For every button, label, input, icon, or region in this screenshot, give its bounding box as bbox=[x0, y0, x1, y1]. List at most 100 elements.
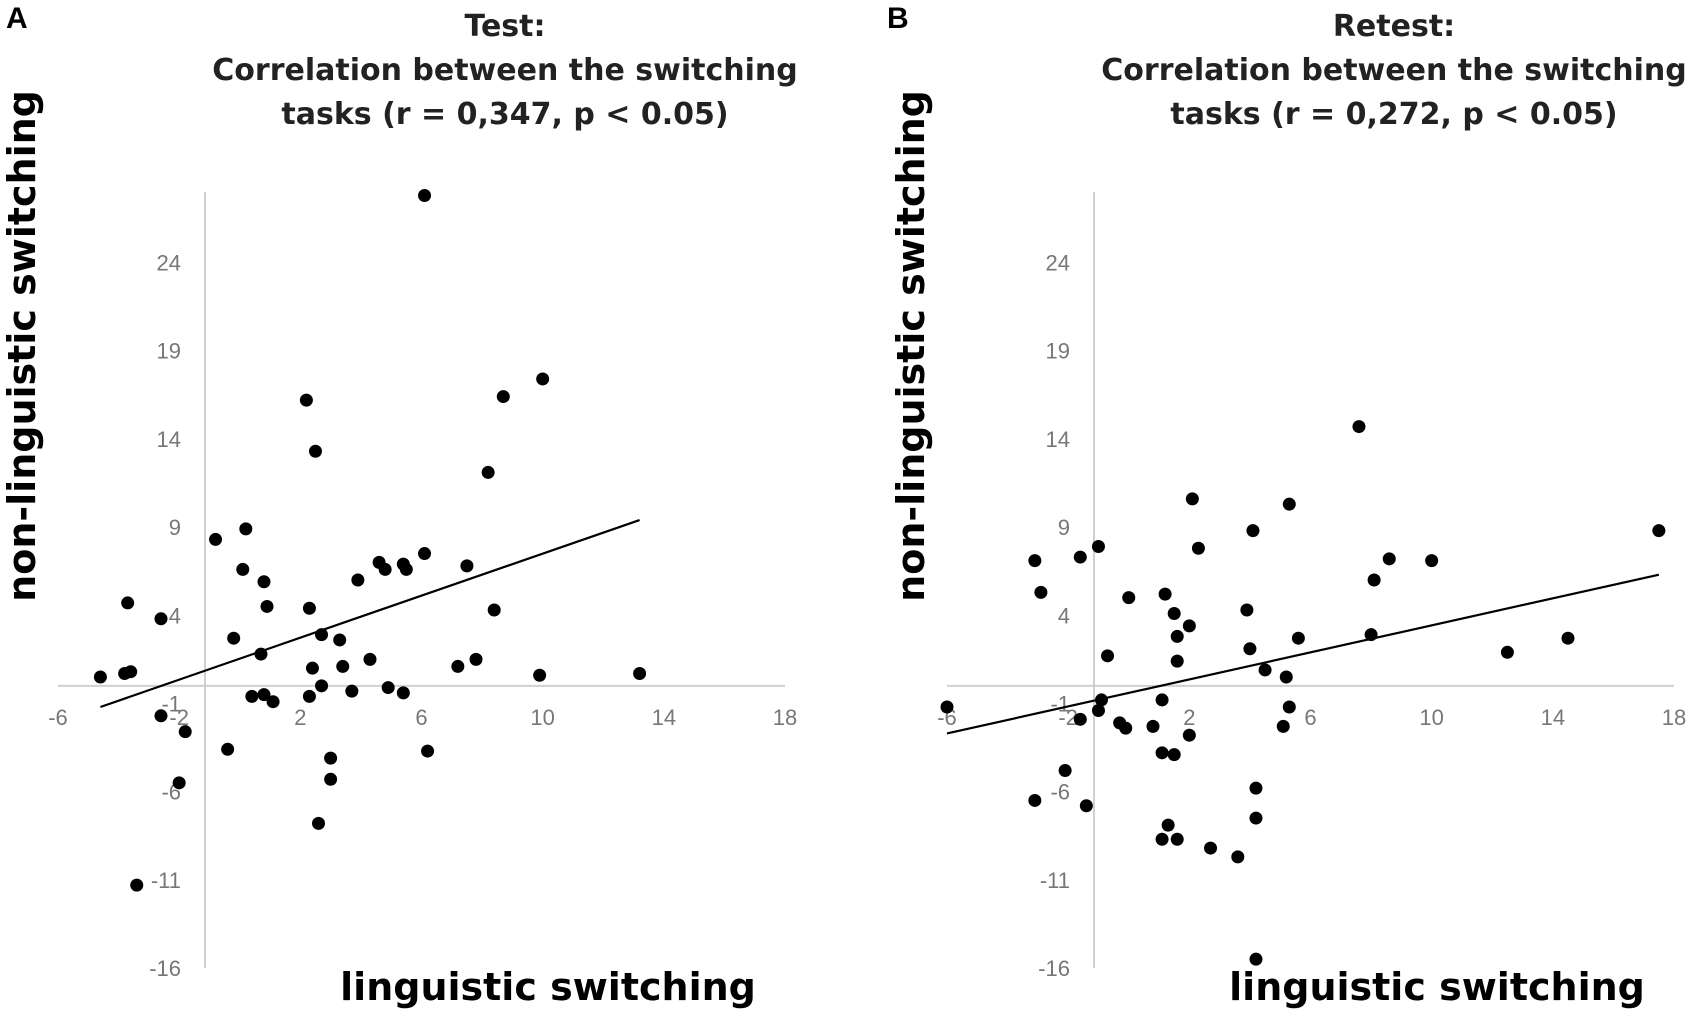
data-point bbox=[469, 652, 483, 666]
data-point bbox=[1073, 550, 1087, 564]
y-tick-label: 24 bbox=[157, 251, 181, 276]
data-point bbox=[324, 751, 338, 765]
data-point bbox=[336, 659, 350, 673]
data-point bbox=[396, 686, 410, 700]
data-point bbox=[1167, 748, 1181, 762]
data-point bbox=[312, 816, 326, 830]
data-point bbox=[1170, 832, 1184, 846]
data-point bbox=[221, 742, 235, 756]
x-tick-label: 10 bbox=[1419, 705, 1443, 730]
data-point bbox=[399, 562, 413, 576]
panel-letter: B bbox=[887, 2, 909, 35]
x-tick-label: 14 bbox=[1541, 705, 1565, 730]
chart-title-line-1: Test: bbox=[464, 9, 545, 44]
data-point bbox=[1079, 799, 1093, 813]
y-tick-label: -1 bbox=[161, 691, 181, 716]
y-axis-label: non-linguistic switching bbox=[0, 90, 44, 602]
data-point bbox=[1094, 693, 1108, 707]
chart-title-line-1: Retest: bbox=[1333, 9, 1455, 44]
y-tick-label: -1 bbox=[1050, 691, 1070, 716]
data-point bbox=[315, 679, 329, 693]
x-axis-label: linguistic switching bbox=[1229, 965, 1645, 1009]
data-point bbox=[418, 189, 432, 203]
chart-title-line-2: Correlation between the switching bbox=[1101, 53, 1686, 88]
data-point bbox=[451, 659, 465, 673]
data-point bbox=[130, 878, 144, 892]
data-point bbox=[1382, 552, 1396, 566]
data-point bbox=[1279, 670, 1293, 684]
x-tick-label: 14 bbox=[652, 705, 676, 730]
x-tick-label: 6 bbox=[415, 705, 427, 730]
data-point bbox=[1091, 539, 1105, 553]
data-point bbox=[308, 444, 322, 458]
data-point bbox=[381, 681, 395, 695]
y-tick-label: -11 bbox=[1040, 868, 1070, 893]
data-point bbox=[1240, 603, 1254, 617]
y-axis-label: non-linguistic switching bbox=[889, 90, 933, 602]
data-point bbox=[1276, 719, 1290, 733]
data-point bbox=[1258, 663, 1272, 677]
y-tick-label: -11 bbox=[151, 868, 181, 893]
data-point bbox=[1182, 619, 1196, 633]
panel-b: B Retest: Correlation between the switch… bbox=[887, 2, 1687, 1009]
y-tick-label: -16 bbox=[149, 956, 181, 981]
y-tick-label: 9 bbox=[169, 515, 181, 540]
data-point bbox=[1161, 818, 1175, 832]
data-point bbox=[1249, 781, 1263, 795]
data-point bbox=[1122, 591, 1136, 605]
chart-title-line-3: tasks (r = 0,272, p < 0.05) bbox=[1170, 97, 1617, 132]
data-point bbox=[1146, 719, 1160, 733]
y-tick-label: 14 bbox=[157, 427, 181, 452]
data-point bbox=[1170, 629, 1184, 643]
data-point bbox=[333, 633, 347, 647]
data-point bbox=[178, 725, 192, 739]
data-point bbox=[351, 573, 365, 587]
x-tick-label: 18 bbox=[1662, 705, 1686, 730]
data-point bbox=[324, 772, 338, 786]
data-point bbox=[239, 522, 253, 536]
data-point bbox=[257, 575, 271, 589]
data-point bbox=[260, 599, 274, 613]
data-point bbox=[1352, 420, 1366, 434]
data-point bbox=[154, 612, 168, 626]
data-point bbox=[633, 666, 647, 680]
y-tick-label: 19 bbox=[1046, 339, 1070, 364]
data-point bbox=[1204, 841, 1218, 855]
data-point bbox=[236, 562, 250, 576]
data-point bbox=[363, 652, 377, 666]
y-tick-label: 19 bbox=[157, 339, 181, 364]
data-point bbox=[487, 603, 501, 617]
trend-line bbox=[100, 518, 640, 709]
y-tick-label: 24 bbox=[1046, 251, 1070, 276]
x-tick-label: -2 bbox=[1058, 705, 1078, 730]
y-tick-label: 9 bbox=[1058, 515, 1070, 540]
data-point bbox=[1191, 541, 1205, 555]
y-tick-label: 14 bbox=[1046, 427, 1070, 452]
x-tick-label: -6 bbox=[48, 705, 68, 730]
data-point bbox=[299, 393, 313, 407]
data-point bbox=[1155, 693, 1169, 707]
data-point bbox=[1073, 712, 1087, 726]
data-point bbox=[378, 562, 392, 576]
data-point bbox=[1367, 573, 1381, 587]
data-point bbox=[1364, 628, 1378, 642]
panel-a: A Test: Correlation between the switchin… bbox=[0, 2, 798, 1009]
data-point bbox=[1028, 793, 1042, 807]
data-point bbox=[315, 628, 329, 642]
chart-title-line-2: Correlation between the switching bbox=[212, 53, 797, 88]
data-point bbox=[1101, 649, 1115, 663]
data-point bbox=[1034, 585, 1048, 599]
data-point bbox=[1170, 654, 1184, 668]
data-point bbox=[209, 532, 223, 546]
data-point bbox=[1425, 554, 1439, 568]
data-point bbox=[1185, 492, 1199, 506]
data-point bbox=[1282, 497, 1296, 511]
trend-line bbox=[946, 573, 1660, 735]
y-tick-label: 4 bbox=[1058, 603, 1070, 628]
data-point bbox=[1291, 631, 1305, 645]
data-point bbox=[1028, 554, 1042, 568]
data-point bbox=[421, 744, 435, 758]
data-point bbox=[254, 647, 268, 661]
